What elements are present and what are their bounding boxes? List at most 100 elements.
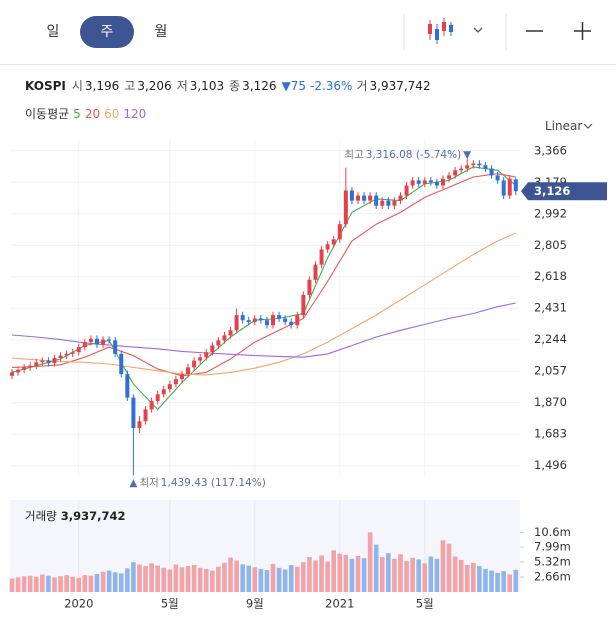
candle-body xyxy=(307,279,312,295)
period-tab[interactable]: 주 xyxy=(80,16,134,48)
annotation-part: 최고 xyxy=(344,149,364,161)
candle-body xyxy=(362,195,367,201)
annotation-part: 1,439.43 (117.14%) xyxy=(161,477,266,489)
candle-body xyxy=(192,360,197,368)
volume-bar xyxy=(64,575,69,592)
candle-body xyxy=(58,355,63,359)
volume-bar xyxy=(173,564,179,592)
volume-bar xyxy=(106,570,112,592)
volume-bar xyxy=(197,567,203,592)
y-tick-label: 2,057 xyxy=(534,364,567,378)
quote-row: KOSPI 시 3,196 고 3,206 저 3,103 종 3,126 ▼75 -2.36% 거 3… xyxy=(25,77,436,94)
x-tick-label: 9월 xyxy=(246,597,264,611)
legend-entry: 60 xyxy=(104,107,120,121)
volume-bar xyxy=(379,557,385,592)
y-tick-label: 2,992 xyxy=(534,206,567,220)
volume-bar xyxy=(392,558,397,592)
quote-value: 3,103 xyxy=(189,79,225,93)
icon-part xyxy=(435,29,439,40)
last-price-tag xyxy=(521,182,607,201)
candle-body xyxy=(137,421,142,428)
candle-body xyxy=(483,165,488,169)
volume-bar xyxy=(313,560,318,592)
candle-body xyxy=(101,339,106,345)
volume-bar xyxy=(325,561,330,592)
volume-bar xyxy=(228,557,233,592)
volume-bar xyxy=(367,532,373,592)
legend-entry: 120 xyxy=(123,107,147,121)
volume-bar xyxy=(386,553,391,592)
scale-selector[interactable]: Linear xyxy=(545,119,582,133)
volume-bar xyxy=(185,566,191,592)
legend-title: 이동평균 xyxy=(25,107,70,121)
period-tab[interactable]: 일 xyxy=(46,24,60,40)
candle-body xyxy=(501,180,506,196)
candle-body xyxy=(204,352,209,358)
volume-bar xyxy=(507,574,513,592)
y-tick-label: 2,431 xyxy=(534,301,567,315)
volume-bar xyxy=(33,576,39,592)
candle-body xyxy=(465,165,470,169)
volume-bar xyxy=(234,560,239,592)
candle-body xyxy=(113,340,118,354)
icon-part xyxy=(442,22,446,31)
chart-type-icon[interactable] xyxy=(428,18,453,44)
volume-bar xyxy=(246,565,252,592)
volume-bar xyxy=(58,576,63,592)
volume-bar xyxy=(131,562,136,592)
candle-body xyxy=(186,367,191,375)
volume-bar xyxy=(203,568,209,592)
candle-body xyxy=(471,163,476,166)
candle-body xyxy=(22,367,27,370)
candle-body xyxy=(258,318,263,321)
volume-bar xyxy=(477,566,482,592)
volume-value: 3,937,742 xyxy=(61,509,126,523)
candle-body xyxy=(34,362,39,366)
candle-body xyxy=(495,175,500,181)
candle-body xyxy=(131,397,136,428)
high-annotation: 최고 3,316.08 (-5.74%) ▼ xyxy=(344,149,472,161)
volume-bar xyxy=(125,568,130,592)
candle-body xyxy=(392,200,397,206)
volume-bar xyxy=(398,554,403,592)
candle-body xyxy=(88,338,93,343)
candle-body xyxy=(240,315,245,321)
scale-chevron[interactable] xyxy=(583,123,593,129)
change-pct: -2.36% xyxy=(310,79,353,93)
dropdown-chevron[interactable] xyxy=(473,27,483,33)
volume-bar xyxy=(264,570,270,592)
candle-body xyxy=(313,264,318,280)
volume-bar xyxy=(452,556,458,592)
volume-bar xyxy=(82,575,88,592)
candle-body xyxy=(94,338,99,345)
scale-label[interactable]: Linear xyxy=(545,119,583,133)
candle-body xyxy=(416,180,421,184)
annotation-part: 3,316.08 (-5.74%) xyxy=(366,149,461,161)
candle-body xyxy=(246,320,251,322)
period-tab[interactable]: 월 xyxy=(154,24,168,40)
volume-bar xyxy=(440,540,446,592)
candle-body xyxy=(380,200,385,206)
quote-value: 3,206 xyxy=(137,79,172,93)
candle-body xyxy=(410,180,415,186)
volume-bar xyxy=(282,569,288,592)
volume-bar xyxy=(161,567,167,592)
volume-bar xyxy=(15,577,21,592)
candle-body xyxy=(386,200,391,206)
volume-bar xyxy=(489,570,494,592)
volume-bar xyxy=(155,565,160,592)
volume-tick-label: 5.32m xyxy=(534,555,571,569)
low-annotation: ▲ 최저 1,439.43 (117.14%) xyxy=(129,477,265,489)
volume-bar xyxy=(464,564,470,592)
volume-bar xyxy=(149,563,154,592)
y-tick-label: 1,496 xyxy=(534,458,567,472)
volume-bar xyxy=(337,553,343,592)
icon-part xyxy=(449,25,453,32)
candle-body xyxy=(222,335,227,341)
volume-bar xyxy=(319,555,324,592)
volume-bar xyxy=(276,567,282,592)
ma-line xyxy=(11,232,517,376)
volume-bar xyxy=(21,576,27,592)
candle-body xyxy=(70,352,75,354)
volume-bar xyxy=(40,574,45,592)
